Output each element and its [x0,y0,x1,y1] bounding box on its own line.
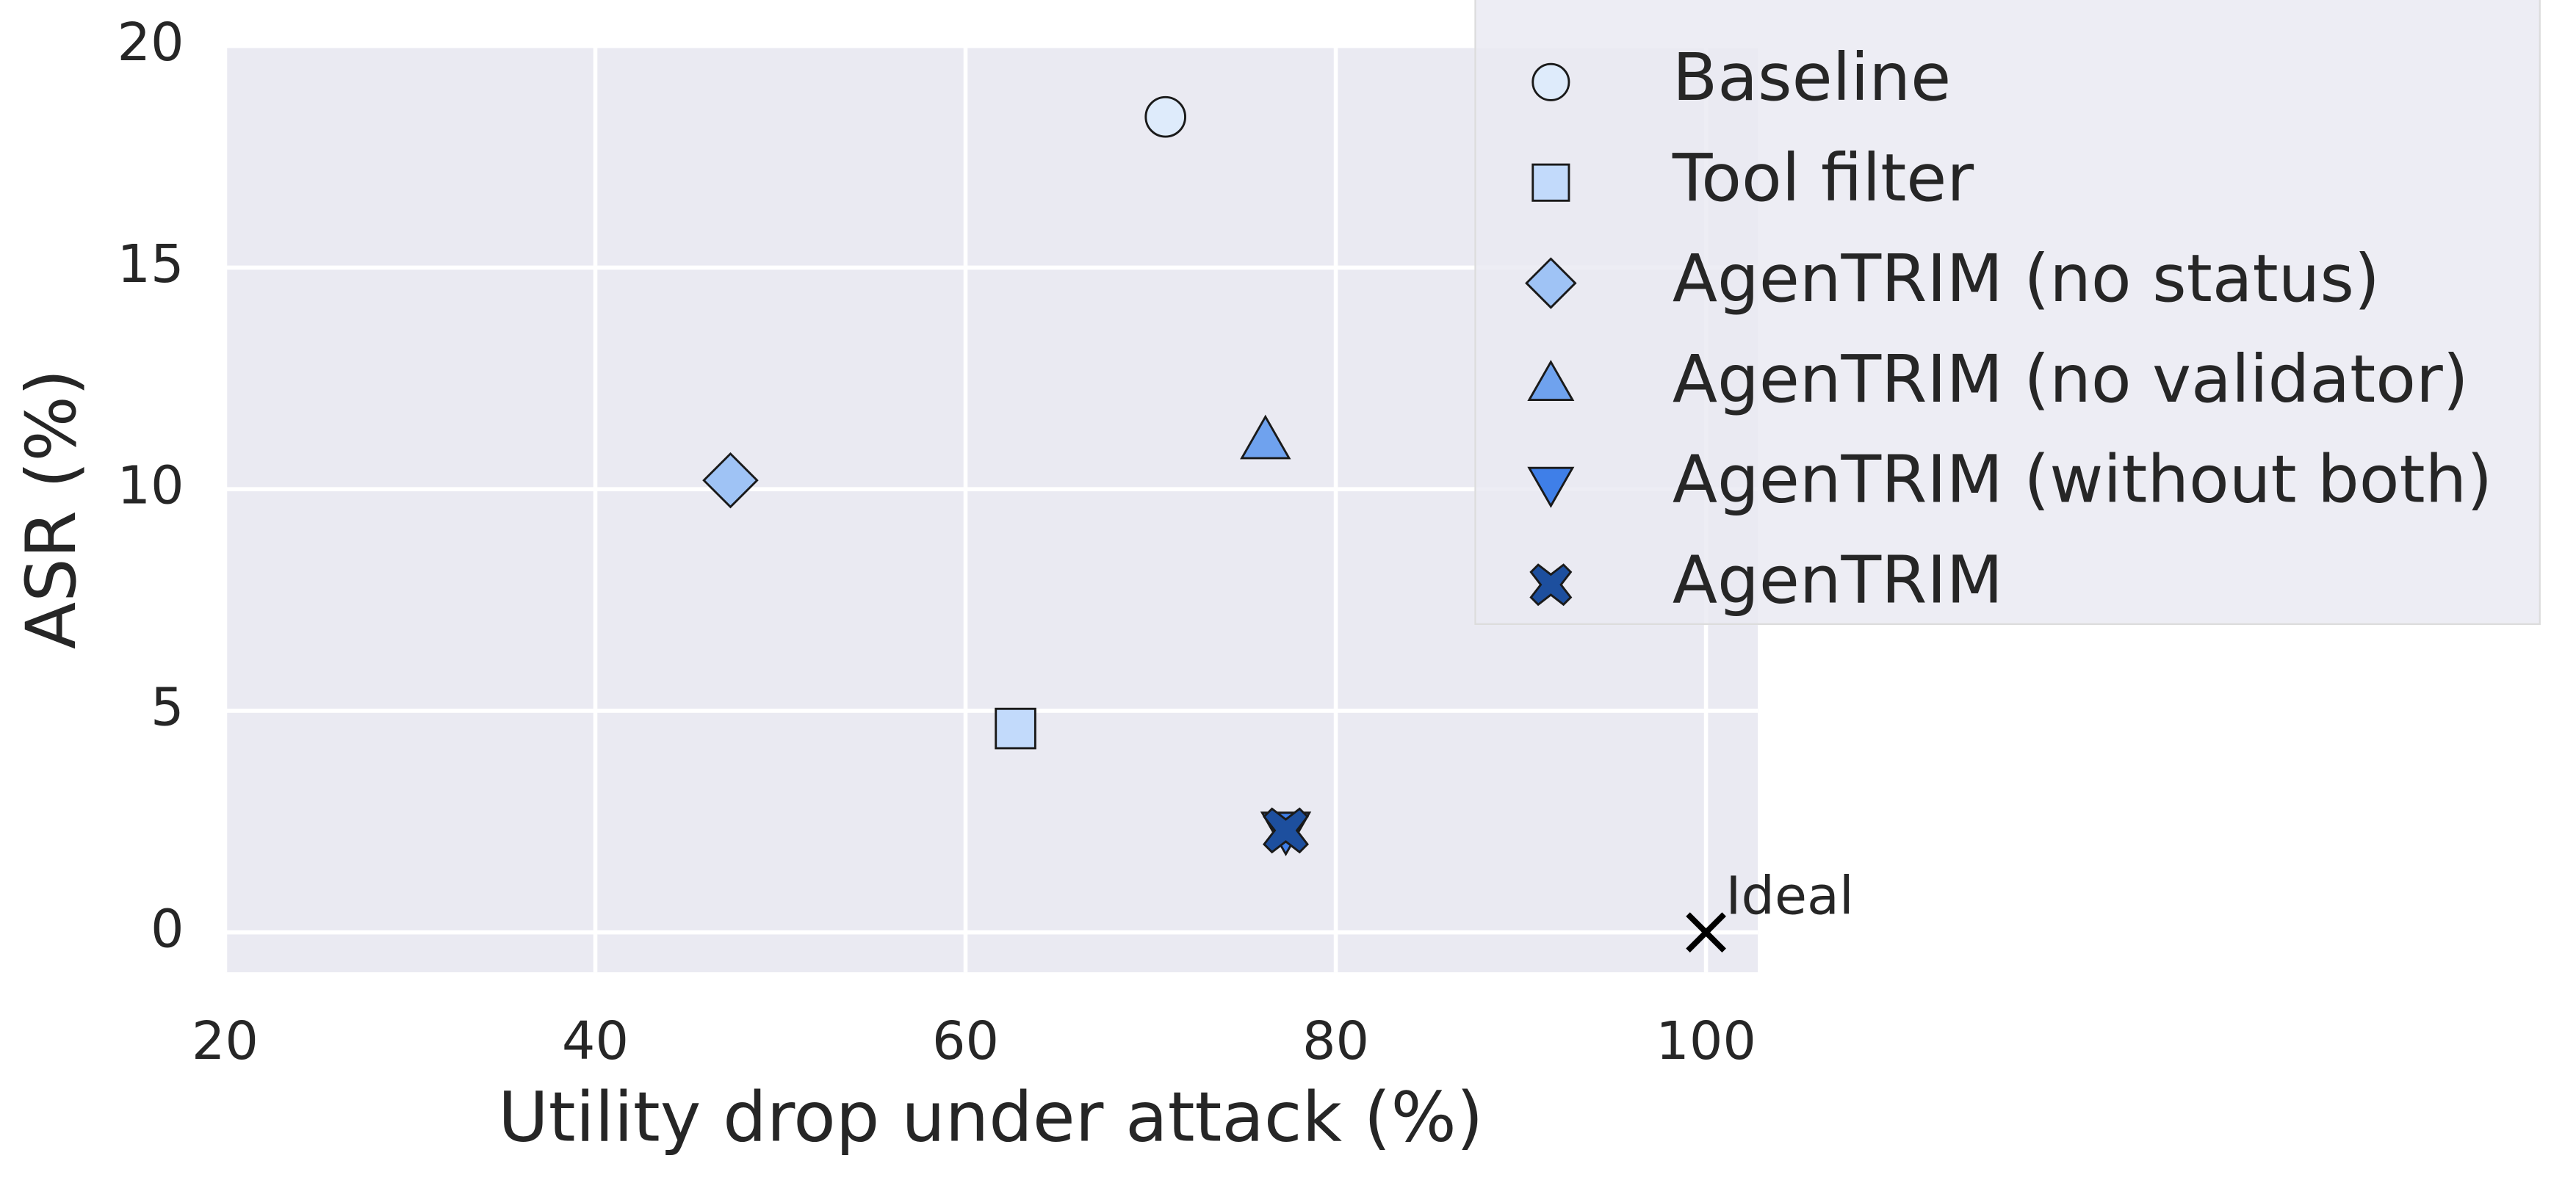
x-tick-label: 80 [1302,1010,1369,1071]
legend-marker [1531,163,1570,202]
y-tick-label: 15 [117,234,184,294]
legend-label: Baseline [1673,40,1951,116]
y-tick-label: 0 [151,898,184,959]
legend-marker [1527,466,1575,508]
legend-box [1474,0,2541,626]
ideal-label: Ideal [1725,866,1853,927]
x-axis-label: Utility drop under attack (%) [498,1077,1483,1157]
legend-label: AgenTRIM (no status) [1673,241,2380,317]
legend: Baseline Tool filter AgenTRIM (no status) A… [1474,0,2541,626]
legend-label: AgenTRIM (no validator) [1673,341,2469,418]
x-tick-label: 60 [932,1010,999,1071]
y-tick-label: 5 [151,676,184,737]
data-point [1263,807,1309,854]
data-point [1240,414,1291,460]
legend-label: AgenTRIM [1673,543,2003,619]
y-tick-label: 10 [117,455,184,516]
y-tick-label: 20 [117,12,184,73]
legend-marker [1529,563,1573,607]
legend-label: AgenTRIM (without both) [1673,442,2492,518]
legend-marker [1525,257,1577,309]
x-tick-label: 100 [1656,1010,1756,1071]
data-point [702,452,759,509]
ideal-marker [1686,912,1726,953]
legend-marker [1531,62,1570,101]
y-axis-label: ASR (%) [12,369,92,650]
x-tick-label: 20 [192,1010,259,1071]
x-tick-label: 40 [562,1010,629,1071]
legend-marker [1527,360,1575,402]
data-point [995,707,1036,750]
legend-label: Tool filter [1672,140,1974,217]
data-point [1144,95,1186,138]
